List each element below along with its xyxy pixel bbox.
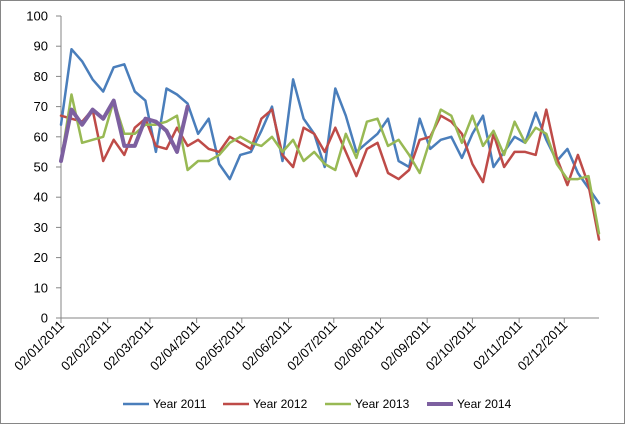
series-line-year-2012 [59,108,601,241]
y-tick-label: 50 [34,160,48,175]
legend-label: Year 2014 [457,397,512,411]
y-tick-label: 30 [34,220,48,235]
y-tick-label: 20 [34,250,48,265]
y-tick-label: 0 [41,311,48,326]
y-tick-label: 60 [34,129,48,144]
legend-label: Year 2013 [355,397,410,411]
series-line-year-2014 [59,98,190,163]
y-tick-label: 70 [34,99,48,114]
series-line-year-2011 [59,47,601,205]
series-lines [59,47,601,241]
legend: Year 2011 Year 2012 Year 2013 Year 2014 [123,397,512,411]
y-tick-label: 100 [26,9,48,24]
series-line-year-2013 [59,93,601,235]
axes: 010203040506070809010002/01/201102/02/20… [11,9,599,373]
y-tick-label: 10 [34,280,48,295]
y-tick-label: 80 [34,69,48,84]
y-tick-label: 90 [34,39,48,54]
legend-label: Year 2012 [253,397,308,411]
y-tick-label: 40 [34,190,48,205]
legend-label: Year 2011 [153,397,207,411]
